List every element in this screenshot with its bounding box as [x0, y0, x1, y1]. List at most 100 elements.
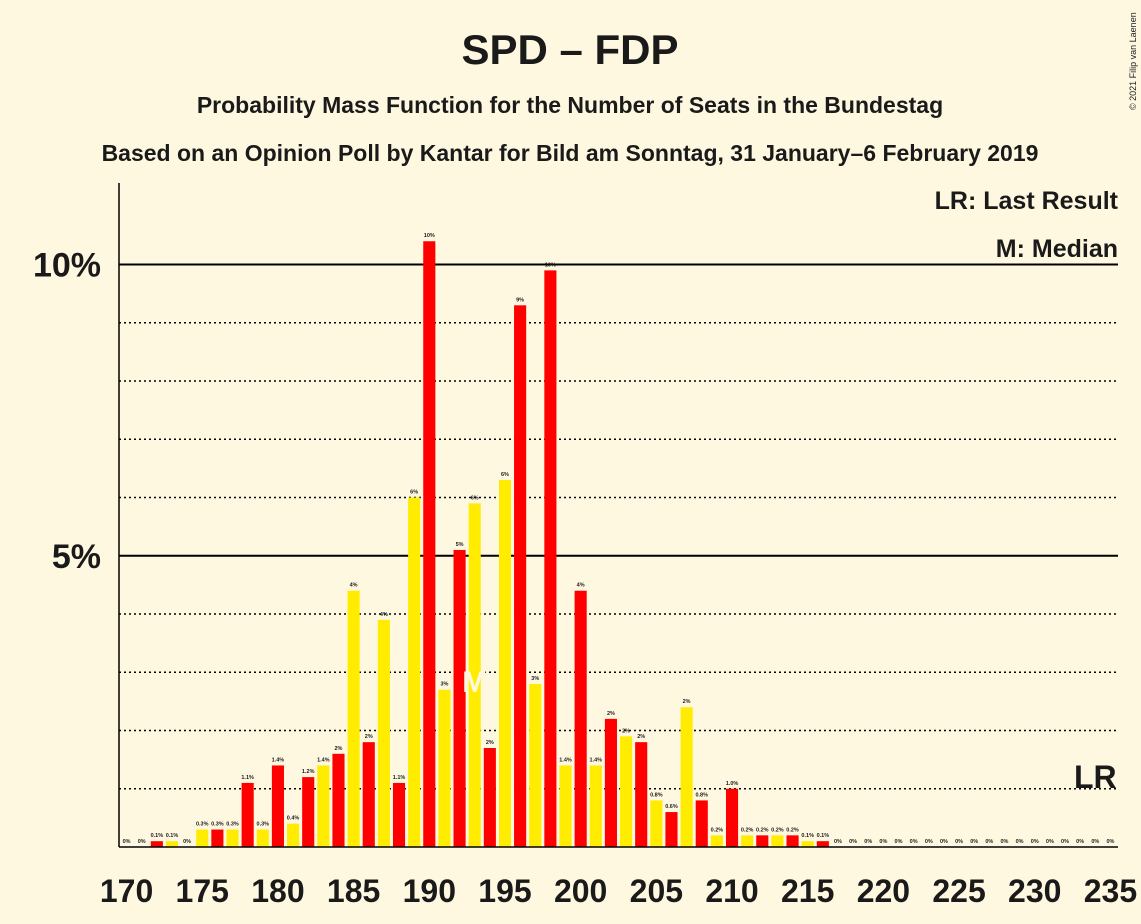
value-label: 2%: [622, 728, 630, 734]
value-label: 0.1%: [801, 833, 814, 839]
bar: [483, 747, 496, 847]
bar: [347, 590, 360, 847]
value-label: 6%: [501, 472, 509, 478]
value-label: 0%: [1091, 839, 1099, 845]
value-label: 0%: [849, 839, 857, 845]
bar: [271, 765, 284, 847]
chart-title: SPD – FDP: [461, 26, 678, 73]
value-label: 1.0%: [726, 781, 739, 787]
value-label: 0%: [1001, 839, 1009, 845]
bar: [468, 503, 481, 847]
value-label: 2%: [365, 734, 373, 740]
x-tick-label: 215: [781, 873, 834, 909]
value-label: 0.1%: [817, 833, 830, 839]
subtitle: Based on an Opinion Poll by Kantar for B…: [102, 140, 1039, 166]
bar: [241, 782, 254, 847]
bar: [438, 689, 451, 847]
x-tick-label: 175: [176, 873, 229, 909]
value-label: 3%: [531, 676, 539, 682]
median-marker: M: [462, 666, 487, 699]
last-result-marker: LR: [1074, 759, 1117, 795]
bar: [287, 823, 300, 847]
value-label: 0%: [955, 839, 963, 845]
value-label: 0.3%: [196, 822, 209, 828]
x-tick-label: 220: [857, 873, 910, 909]
bar: [771, 835, 784, 847]
bar: [529, 683, 542, 847]
bar: [317, 765, 330, 847]
bar: [362, 742, 375, 847]
value-label: 0.3%: [211, 822, 224, 828]
subtitle: Probability Mass Function for the Number…: [197, 92, 943, 118]
value-label: 1.1%: [393, 775, 406, 781]
x-tick-label: 210: [705, 873, 758, 909]
bar: [302, 777, 315, 847]
x-tick-label: 170: [100, 873, 153, 909]
bar: [589, 765, 602, 847]
bar: [801, 841, 814, 847]
bar: [604, 718, 617, 847]
x-tick-label: 205: [630, 873, 683, 909]
value-label: 0.2%: [756, 827, 769, 833]
x-tick-label: 200: [554, 873, 607, 909]
value-label: 2%: [486, 740, 494, 746]
value-label: 0%: [910, 839, 918, 845]
bar: [226, 829, 239, 847]
value-label: 0%: [123, 839, 131, 845]
bar: [665, 812, 678, 847]
bar: [408, 497, 421, 847]
copyright: © 2021 Filip van Laenen: [1128, 12, 1138, 110]
bar: [725, 788, 739, 847]
value-label: 0%: [895, 839, 903, 845]
value-label: 6%: [410, 490, 418, 496]
bar: [211, 829, 224, 847]
x-tick-label: 225: [932, 873, 985, 909]
bar: [196, 829, 209, 847]
legend-entry: M: Median: [996, 235, 1118, 263]
bar: [786, 835, 799, 847]
value-label: 10%: [545, 262, 556, 268]
value-label: 3%: [440, 682, 448, 688]
bar: [544, 270, 557, 847]
value-label: 4%: [577, 583, 585, 589]
bar: [650, 800, 663, 847]
bar: [816, 841, 829, 847]
bar: [514, 305, 527, 847]
value-label: 5%: [456, 542, 464, 548]
bar: [695, 800, 708, 847]
bar: [150, 841, 163, 847]
bar: [453, 549, 466, 847]
value-label: 4%: [380, 612, 388, 618]
value-label: 0.1%: [151, 833, 164, 839]
bar: [165, 841, 179, 847]
value-label: 2%: [637, 734, 645, 740]
value-label: 0.3%: [226, 822, 239, 828]
value-label: 0%: [970, 839, 978, 845]
value-label: 1.4%: [272, 757, 285, 763]
value-label: 1.4%: [590, 757, 603, 763]
bar: [756, 835, 769, 847]
bar: [620, 736, 633, 847]
value-label: 0.4%: [287, 816, 300, 822]
bar: [710, 835, 723, 847]
legend-entry: LR: Last Result: [935, 187, 1119, 215]
value-label: 0%: [864, 839, 872, 845]
x-tick-label: 230: [1008, 873, 1061, 909]
value-label: 0%: [183, 839, 191, 845]
bar: [423, 241, 436, 848]
value-label: 0.6%: [665, 804, 678, 810]
y-tick-label: 10%: [33, 247, 101, 285]
value-label: 0.8%: [695, 792, 708, 798]
value-label: 0%: [834, 839, 842, 845]
value-label: 6%: [471, 495, 479, 501]
value-label: 2%: [683, 699, 691, 705]
value-label: 9%: [516, 297, 524, 303]
value-label: 0%: [1031, 839, 1039, 845]
value-label: 10%: [424, 233, 435, 239]
value-label: 0%: [1076, 839, 1084, 845]
value-label: 0%: [138, 839, 146, 845]
value-label: 0%: [1046, 839, 1054, 845]
value-label: 0.2%: [711, 827, 724, 833]
x-tick-label: 190: [403, 873, 456, 909]
